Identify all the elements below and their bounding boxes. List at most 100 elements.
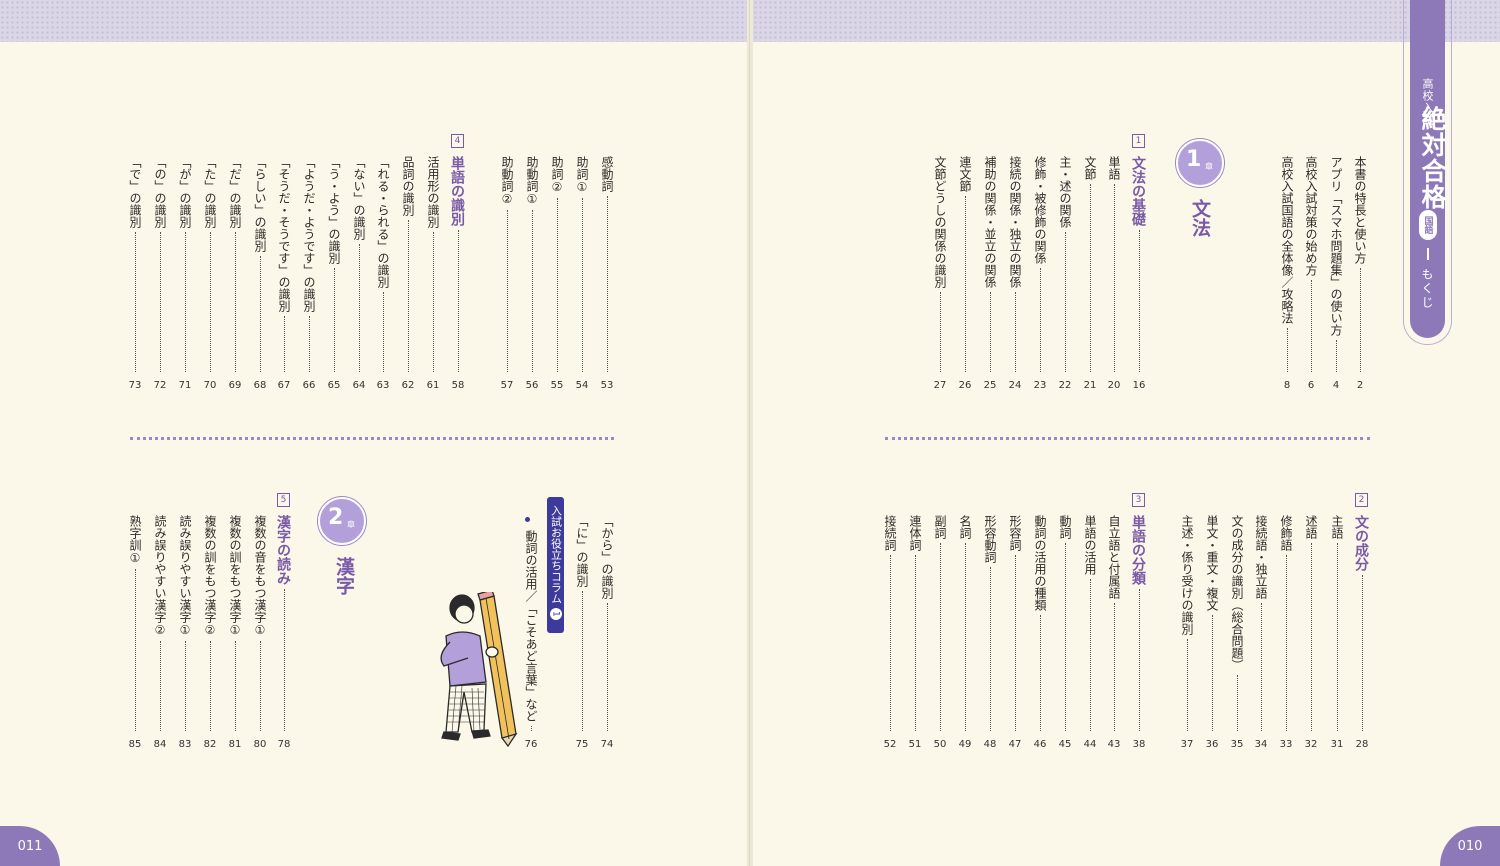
section-title: 単語の識別: [449, 156, 465, 226]
dot-leader: [458, 230, 459, 372]
toc-entry: 修飾語: [1279, 515, 1293, 551]
dot-leader: [1360, 268, 1361, 372]
toc-page-number: 47: [1008, 739, 1022, 750]
tab-subtitle: 高校入試: [1421, 78, 1434, 126]
book-tab: [1410, 0, 1445, 338]
top-pattern-left: [0, 0, 747, 42]
dot-leader: [408, 220, 409, 372]
toc-entry: 補助の関係・並立の関係: [983, 156, 997, 288]
toc-page-number: 2: [1356, 380, 1364, 391]
toc-entry: 熟字訓①: [128, 515, 142, 565]
dot-leader: [507, 210, 508, 372]
column-label: 入試お役立ちコラム: [549, 505, 563, 604]
section-number: 2: [1355, 493, 1368, 507]
toc-entry: 「ようだ・ようです」の識別: [302, 156, 316, 312]
toc-entry: 主語: [1330, 515, 1344, 539]
dot-leader: [940, 543, 941, 731]
toc-page-number: 58: [451, 380, 465, 391]
dot-leader: [1261, 603, 1262, 731]
dot-leader: [210, 232, 211, 372]
toc-entry: 主・述の関係: [1058, 156, 1072, 228]
dot-leader: [160, 641, 161, 731]
toc-entry: 助詞①: [575, 156, 589, 194]
dot-leader: [135, 569, 136, 731]
section-title: 漢字の読み: [275, 515, 291, 585]
toc-page-number: 6: [1307, 380, 1315, 391]
toc-entry: 接続詞: [883, 515, 897, 551]
boy-with-pencil-illustration: [440, 592, 518, 747]
toc-entry: 接続語・独立語: [1254, 515, 1268, 599]
toc-page-number: 50: [933, 739, 947, 750]
toc-page-number: 21: [1083, 380, 1097, 391]
dot-leader: [1040, 268, 1041, 372]
toc-entry: 感動詞: [600, 156, 614, 192]
dot-leader: [135, 232, 136, 372]
toc-page-number: 66: [302, 380, 316, 391]
toc-entry: 高校入試国語の全体像／攻略法: [1280, 156, 1294, 324]
toc-page-number: 75: [575, 739, 589, 750]
separator-right: [885, 437, 1370, 440]
tab-divider: [1427, 248, 1429, 260]
column-number: 1: [549, 608, 562, 620]
toc-entry: 連文節: [958, 156, 972, 192]
toc-entry: 文節どうしの関係の識別: [933, 156, 947, 288]
dot-leader: [582, 198, 583, 372]
separator-left: [130, 437, 614, 440]
dot-leader: [210, 641, 211, 731]
toc-page-number: 78: [277, 739, 291, 750]
column-bullet: [525, 517, 530, 522]
toc-page-number: 16: [1132, 380, 1146, 391]
toc-page-number: 62: [401, 380, 415, 391]
toc-entry: 複数の訓をもつ漢字②: [203, 515, 217, 637]
toc-entry: 助動詞①: [525, 156, 539, 206]
dot-leader: [235, 641, 236, 731]
toc-entry: 動詞: [1058, 515, 1072, 539]
toc-page-number: 33: [1279, 739, 1293, 750]
dot-leader: [990, 292, 991, 372]
toc-page-number: 36: [1205, 739, 1219, 750]
toc-page-number: 52: [883, 739, 897, 750]
toc-entry: 「う・よう」の識別: [327, 156, 341, 264]
dot-leader: [1337, 543, 1338, 731]
toc-page-number: 51: [908, 739, 922, 750]
section-title: 単語の分類: [1130, 515, 1146, 585]
dot-leader: [1237, 675, 1238, 731]
toc-page-number: 71: [178, 380, 192, 391]
toc-page-number: 27: [933, 380, 947, 391]
dot-leader: [940, 292, 941, 372]
toc-page-number: 53: [600, 380, 614, 391]
dot-leader: [532, 210, 533, 372]
toc-entry: 本書の特長と使い方: [1353, 156, 1367, 264]
toc-entry: 品詞の識別: [401, 156, 415, 216]
chapter-2-title: 漢字: [333, 557, 355, 595]
dot-leader: [284, 589, 285, 731]
dot-leader: [1336, 340, 1337, 372]
toc-page-number: 32: [1304, 739, 1318, 750]
toc-page-number: 65: [327, 380, 341, 391]
toc-entry: 動詞の活用の種類: [1033, 515, 1047, 611]
toc-page-number: 56: [525, 380, 539, 391]
toc-page-number: 85: [128, 739, 142, 750]
toc-entry: 助詞②: [550, 156, 564, 194]
page-number-left: 011: [0, 826, 60, 866]
toc-page-number: 23: [1033, 380, 1047, 391]
dot-leader: [990, 567, 991, 731]
toc-entry: 読み誤りやすい漢字②: [153, 515, 167, 637]
toc-entry: 形容動詞: [983, 515, 997, 563]
toc-entry: 名詞: [958, 515, 972, 539]
dot-leader: [965, 196, 966, 372]
toc-page-number: 84: [153, 739, 167, 750]
dot-leader: [260, 641, 261, 731]
dot-leader: [1065, 543, 1066, 731]
toc-entry: 「た」の識別: [203, 156, 217, 228]
dot-leader: [915, 555, 916, 731]
toc-entry: 「に」の識別: [575, 515, 589, 587]
chapter-2-number: 2: [328, 505, 344, 530]
dot-leader: [1090, 579, 1091, 731]
dot-leader: [965, 543, 966, 731]
toc-entry: 読み誤りやすい漢字①: [178, 515, 192, 637]
toc-entry: 「の」の識別: [153, 156, 167, 228]
toc-entry: 形容詞: [1008, 515, 1022, 551]
toc-entry: 活用形の識別: [426, 156, 440, 228]
toc-entry: 「から」の識別: [600, 515, 614, 599]
